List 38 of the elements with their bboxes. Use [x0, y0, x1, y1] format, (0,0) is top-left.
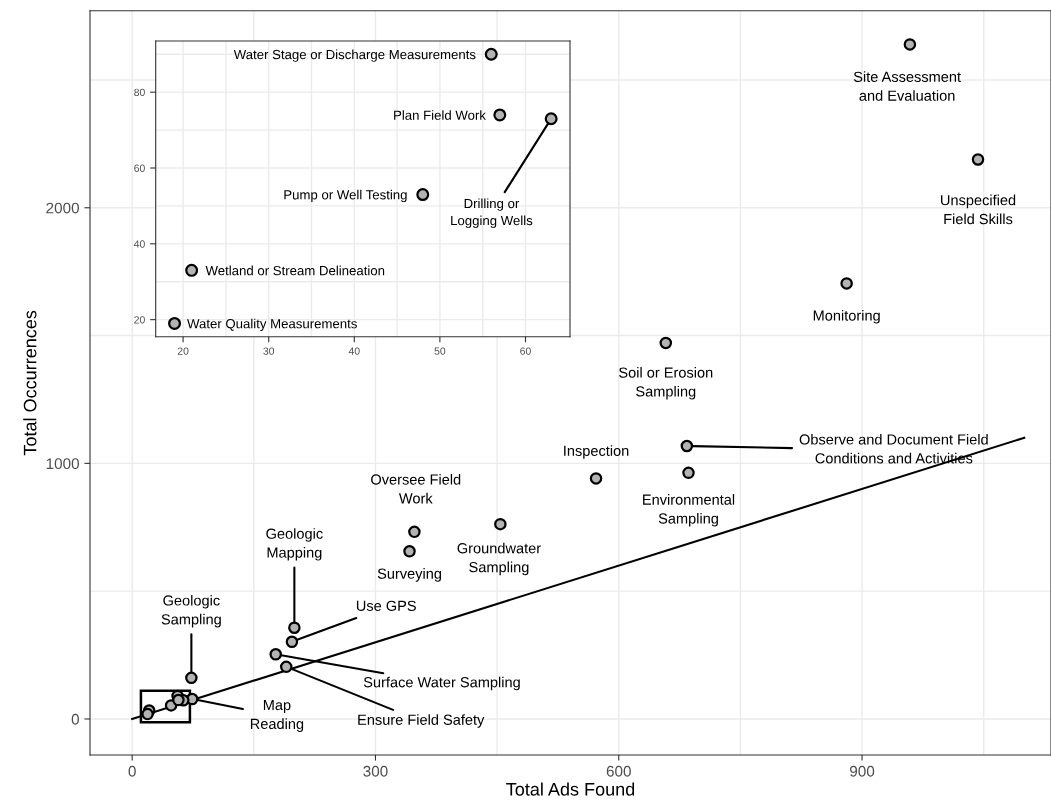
annotation: Groundwater Sampling [457, 542, 541, 576]
annotation: Site Assessment and Evaluation [853, 71, 961, 101]
y-tick-label: 2000 [46, 202, 79, 214]
x-axis-title: Total Ads Found [506, 782, 635, 796]
x-tick-label: 20 [177, 347, 189, 355]
annotation: Monitoring [813, 309, 880, 324]
annotation: Inspection [564, 445, 629, 459]
x-tick-label: 900 [850, 765, 875, 777]
annotation: Unspecified Field Skills [941, 194, 1016, 225]
y-tick-label: 0 [71, 713, 79, 725]
annotation: Wetland or Stream Delineation [205, 265, 385, 276]
annotation: Geologic Mapping [266, 528, 323, 561]
x-tick-label: 600 [606, 765, 631, 777]
y-tick-label: 40 [133, 240, 145, 248]
y-tick-label: 1000 [46, 458, 79, 470]
y-tick-label: 20 [134, 316, 145, 324]
annotation: Soil or Erosion Sampling [619, 367, 713, 400]
y-axis-title: Total Occurrences [23, 310, 37, 456]
annotation: Drilling or Logging Wells [451, 198, 533, 228]
annotation: Map Reading [250, 699, 304, 732]
x-tick-label: 40 [348, 347, 360, 355]
x-tick-label: 30 [263, 347, 275, 355]
y-tick-label: 80 [134, 88, 145, 97]
annotation: Oversee Field Work [371, 473, 461, 504]
annotation: Geologic Sampling [161, 594, 221, 628]
x-tick-label: 50 [434, 347, 446, 355]
annotation: Surface Water Sampling [363, 676, 520, 691]
x-tick-label: 60 [520, 347, 531, 355]
annotation: Environmental Sampling [643, 494, 735, 527]
x-tick-label: 300 [363, 765, 388, 777]
annotation: Use GPS [356, 600, 416, 611]
annotation: Water Quality Measurements [187, 318, 357, 331]
annotation: Plan Field Work [394, 110, 486, 120]
y-tick-label: 60 [134, 164, 145, 172]
annotation: Water Stage or Discharge Measurements [233, 49, 476, 62]
annotation: Ensure Field Safety [358, 714, 485, 728]
annotation: Surveying [377, 568, 442, 582]
annotation: Pump or Well Testing [284, 189, 407, 203]
